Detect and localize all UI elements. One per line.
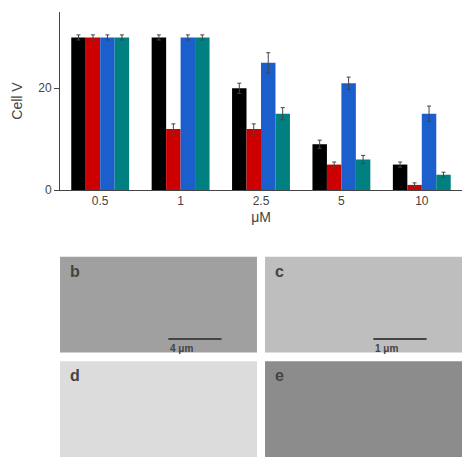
svg-text:1 μm: 1 μm [375,343,398,354]
svg-text:b: b [70,263,80,280]
svg-text:5: 5 [338,194,345,208]
svg-text:20: 20 [38,81,52,95]
svg-text:e: e [275,367,284,384]
svg-text:μM: μM [251,209,271,225]
svg-text:c: c [275,263,284,280]
svg-text:1: 1 [177,194,184,208]
svg-text:4 μm: 4 μm [170,343,193,354]
svg-text:2.5: 2.5 [253,194,270,208]
svg-text:d: d [70,367,80,384]
svg-text:10: 10 [415,194,429,208]
svg-text:Cell V: Cell V [9,82,25,120]
svg-text:0: 0 [45,183,52,197]
svg-text:0.5: 0.5 [92,194,109,208]
